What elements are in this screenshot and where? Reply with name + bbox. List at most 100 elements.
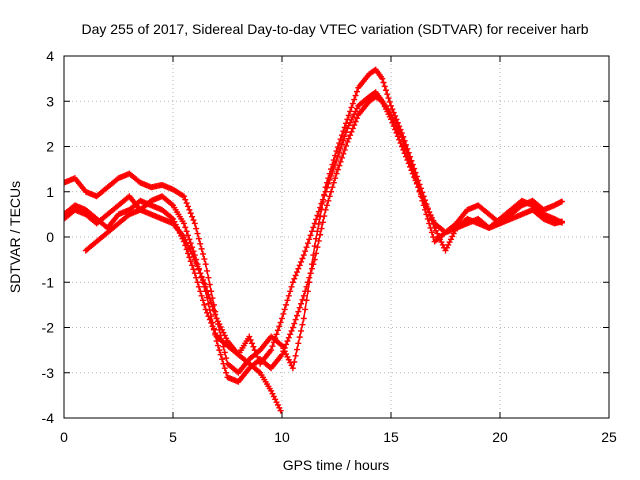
data-point xyxy=(333,157,340,164)
data-point xyxy=(445,241,452,248)
data-point xyxy=(199,297,206,304)
data-point xyxy=(198,273,205,280)
data-point xyxy=(223,355,230,362)
data-point xyxy=(187,258,194,265)
data-point xyxy=(206,295,213,302)
data-point xyxy=(272,396,279,403)
data-point xyxy=(341,146,348,153)
data-point xyxy=(295,308,302,315)
data-point xyxy=(307,232,314,239)
data-point xyxy=(292,316,299,323)
data-point xyxy=(392,126,399,133)
data-point xyxy=(214,318,221,325)
y-tick-label: 2 xyxy=(46,139,54,155)
data-point xyxy=(393,129,400,136)
data-point xyxy=(299,321,306,328)
data-point xyxy=(402,153,409,160)
data-series-sat-track-2 xyxy=(64,93,565,385)
data-point xyxy=(190,266,197,273)
data-point xyxy=(208,299,215,306)
data-point xyxy=(291,359,298,366)
data-point xyxy=(296,304,303,311)
data-point xyxy=(306,236,313,243)
data-point xyxy=(313,216,320,223)
data-point xyxy=(191,220,198,227)
data-point xyxy=(328,188,335,195)
data-point xyxy=(411,174,418,181)
data-point xyxy=(386,98,393,105)
data-point xyxy=(289,365,296,372)
data-point xyxy=(326,176,333,183)
data-point xyxy=(338,141,345,148)
y-tick-label: -2 xyxy=(42,320,55,336)
data-point xyxy=(302,306,309,313)
data-point xyxy=(223,369,230,376)
data-point xyxy=(195,266,202,273)
x-tick-label: 25 xyxy=(601,429,617,445)
data-point xyxy=(191,270,198,277)
data-point xyxy=(321,192,328,199)
data-point xyxy=(298,258,305,265)
data-point xyxy=(413,180,420,187)
data-point xyxy=(201,280,208,287)
data-point xyxy=(384,91,391,98)
data-point xyxy=(298,300,305,307)
data-point xyxy=(220,360,227,367)
data-point xyxy=(325,180,332,187)
data-point xyxy=(198,245,205,252)
data-point xyxy=(292,352,299,359)
data-point xyxy=(293,346,300,353)
data-point xyxy=(296,334,303,341)
data-point xyxy=(380,79,387,86)
y-tick-label: -1 xyxy=(42,274,55,290)
data-point xyxy=(285,292,292,299)
data-point xyxy=(287,331,294,338)
x-axis-label: GPS time / hours xyxy=(283,457,390,473)
plot-area xyxy=(64,66,565,414)
data-point xyxy=(349,125,356,132)
data-point xyxy=(284,297,291,304)
data-point xyxy=(206,281,213,288)
data-point xyxy=(194,230,201,237)
data-point xyxy=(300,252,307,259)
data-point xyxy=(197,240,204,247)
data-point xyxy=(319,219,326,226)
data-point xyxy=(341,124,348,131)
data-point xyxy=(442,247,449,254)
data-point xyxy=(318,200,325,207)
data-point xyxy=(298,327,305,334)
data-point xyxy=(401,142,408,149)
data-point xyxy=(397,140,404,147)
data-point xyxy=(405,160,412,167)
data-point xyxy=(180,220,187,227)
data-point xyxy=(340,137,347,144)
data-point xyxy=(280,348,287,355)
data-point xyxy=(325,197,332,204)
data-point xyxy=(302,248,309,255)
data-point xyxy=(311,220,318,227)
data-point xyxy=(273,331,280,338)
data-point xyxy=(205,300,212,307)
data-point xyxy=(409,170,416,177)
data-point xyxy=(213,315,220,322)
data-point xyxy=(292,272,299,279)
data-point xyxy=(295,265,302,272)
y-tick-label: 3 xyxy=(46,93,54,109)
data-point xyxy=(300,292,307,299)
data-point xyxy=(250,343,257,350)
data-point xyxy=(182,224,189,231)
data-point xyxy=(299,296,306,303)
data-point xyxy=(276,404,283,411)
data-point xyxy=(308,228,315,235)
data-point xyxy=(201,301,208,308)
y-tick-label: 0 xyxy=(46,229,54,245)
data-point xyxy=(308,265,315,272)
data-point xyxy=(322,206,329,213)
data-point xyxy=(353,88,360,95)
data-point xyxy=(246,333,253,340)
data-point xyxy=(340,128,347,135)
data-point xyxy=(311,256,318,263)
data-point xyxy=(202,283,209,290)
data-point xyxy=(390,123,397,130)
